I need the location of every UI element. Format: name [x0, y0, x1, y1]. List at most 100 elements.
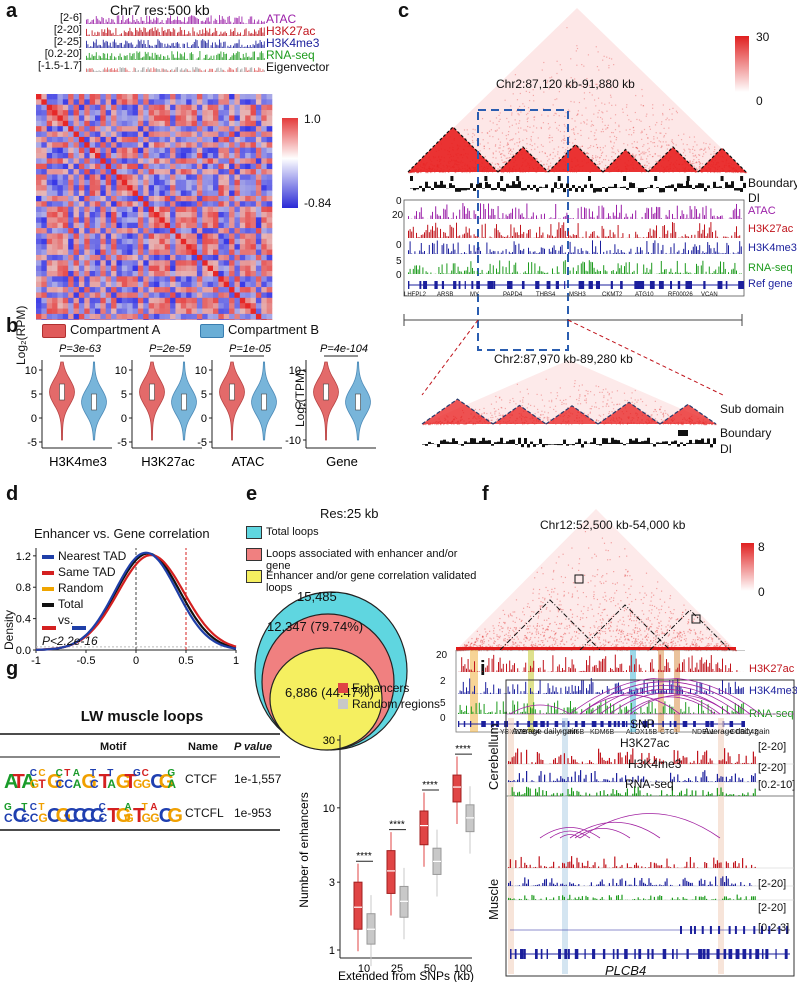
motif-letter: G	[142, 811, 151, 825]
venn-value-assoc: 12,347 (79.74%)	[267, 619, 364, 634]
motif-letter: C	[64, 777, 73, 791]
b-panel-label-1: H3K27ac	[141, 454, 195, 469]
panel-c-gene-0: LHFPL2	[404, 292, 427, 298]
panel-c-subdomain-label: Sub domain	[720, 402, 785, 416]
motif-letter: C	[73, 805, 87, 827]
panel-c-gene-2: MY	[470, 292, 479, 298]
panel-c-track-rnaseq: RNA-seq	[748, 262, 793, 274]
panel-f-gene-1: ZBTB4	[518, 729, 540, 736]
motif-letter: C	[30, 802, 37, 813]
legend-p-value: P<2.2e-16	[42, 634, 98, 648]
b-tick: 5	[201, 389, 207, 401]
panel-a-colorbar	[282, 118, 298, 208]
b-tick: 10	[115, 365, 127, 377]
panel-c-tick-2: 0	[396, 240, 402, 251]
panel-f-tick-h3k27ac: 20	[436, 650, 448, 661]
panel-c-svg	[403, 8, 749, 448]
panel-c-colorbar	[735, 36, 749, 92]
panel-a-track-h3k27ac: H3K27ac	[266, 24, 316, 38]
b-tick: 5	[31, 389, 37, 401]
panel-e-res: Res:25 kb	[320, 506, 379, 521]
panel-f-region: Chr12:52,500 kb-54,000 kb	[540, 518, 686, 532]
motif-letter: T	[107, 805, 119, 827]
h-xtick-3: 100	[454, 963, 472, 975]
motif-letter: C	[47, 805, 61, 827]
panel-e-venn-circles	[254, 591, 408, 751]
panel-c-tick-0: 0	[396, 196, 402, 207]
panel-a-svg	[36, 15, 298, 320]
panel-d-chart: -1 -0.5 0 0.5 1 0.0 0.4 0.8 1.2	[16, 548, 239, 665]
panel-i-range-4: [2-20]	[758, 878, 787, 890]
panel-label-f: f	[482, 483, 489, 505]
h-box-0-2	[419, 810, 429, 846]
h-sig-2: ****	[422, 780, 438, 791]
panel-c-track-h3k27ac: H3K27ac	[748, 223, 794, 235]
panel-g-row2-p: 1e-953	[234, 806, 272, 820]
d-ytick: 1.2	[16, 551, 31, 563]
panel-label-d: d	[6, 483, 19, 505]
panel-label-e: e	[246, 483, 258, 505]
b-tick: -5	[197, 437, 207, 449]
panel-c-row-di: DI	[748, 191, 760, 205]
panel-c-tick-1: 20	[392, 210, 404, 221]
panel-i-track-h3k4me3: H3K4me3	[628, 757, 682, 771]
panel-f-tracks	[455, 650, 745, 733]
panel-b-ylabel-tpm: Log₂(TPM)	[293, 368, 307, 427]
legend-total: Total	[42, 597, 126, 613]
h-ytick: 1	[329, 945, 335, 957]
motif-letter: G	[30, 777, 39, 791]
motif-letter: T	[38, 777, 46, 791]
panel-e-legend: Total loops Loops associated with enhanc…	[246, 526, 482, 594]
b-pvalue-0: P=3e-63	[59, 343, 102, 355]
d-xtick: 0	[133, 655, 139, 665]
motif-letter: G	[116, 805, 132, 827]
b-tick: -5	[117, 437, 127, 449]
venn-value-total: 15,485	[297, 589, 337, 604]
panel-i-gene-label: PLCB4	[605, 963, 647, 978]
motif-letter: G	[133, 768, 141, 779]
panel-b-violins: 10 5 0 -5 P=3e-63 H3K4me3 10 5 0 -5 P=2e-59 H3K27ac…	[25, 343, 376, 469]
motif-letter: G	[150, 811, 159, 825]
panel-label-b: b	[6, 315, 19, 337]
panel-b-ylabel-rpm: Log₂(RPM)	[14, 305, 28, 365]
motif-letter: C	[159, 805, 173, 827]
h-box-0-0	[353, 881, 363, 930]
motif-letter: G	[133, 777, 142, 791]
panel-c-gene-6: CKMT2	[602, 292, 623, 298]
panel-c-gene-7: ATG10	[635, 292, 654, 298]
panel-label-g: g	[6, 658, 19, 680]
panel-f-gene-7: CCDC42	[730, 729, 759, 736]
panel-a-range-0: [2-6]	[59, 12, 82, 24]
motif-letter: A	[167, 777, 176, 791]
panel-c-row-boundary: Boundary	[748, 176, 797, 190]
motif-letter: A	[21, 771, 35, 793]
panel-d-title: Enhancer vs. Gene correlation	[34, 526, 210, 541]
motif-letter: G	[56, 805, 72, 827]
panel-c-gene-9: VCAN	[701, 292, 718, 298]
motif-letter: T	[99, 771, 111, 793]
h-xtick-1: 25	[391, 963, 403, 975]
motif-letter: C	[99, 811, 108, 825]
panel-i-range-5: [2-20]	[758, 902, 787, 914]
panel-f-gene-4: ALOX15B	[626, 729, 658, 736]
b-tick: 0	[295, 400, 301, 412]
motif-letter: A	[4, 771, 18, 793]
legend-same-tad: Same TAD	[42, 565, 126, 581]
venn-value-validated: 6,886 (44.47%)	[285, 685, 374, 700]
panel-c-tick-4: 0	[396, 270, 402, 281]
h-ytick: 3	[329, 877, 335, 889]
motif-letter: A	[73, 768, 80, 779]
b-panel-label-3: Gene	[326, 454, 358, 469]
motif-letter: T	[21, 802, 27, 813]
panel-i-range-3: [0.2-10]	[758, 779, 796, 791]
panel-g-table-lines	[0, 733, 280, 831]
panel-g-row1-name: CTCF	[185, 772, 217, 786]
d-ytick: 0.8	[16, 582, 31, 594]
panel-a-track-rna-seq: RNA-seq	[266, 48, 315, 62]
legend-swatch-a	[42, 324, 66, 338]
motif-letter: C	[56, 768, 63, 779]
b-tick: 5	[121, 389, 127, 401]
legend-total-loops: Total loops	[246, 526, 482, 548]
motif-letter: T	[107, 768, 113, 779]
panel-f-colorbar	[741, 543, 754, 591]
